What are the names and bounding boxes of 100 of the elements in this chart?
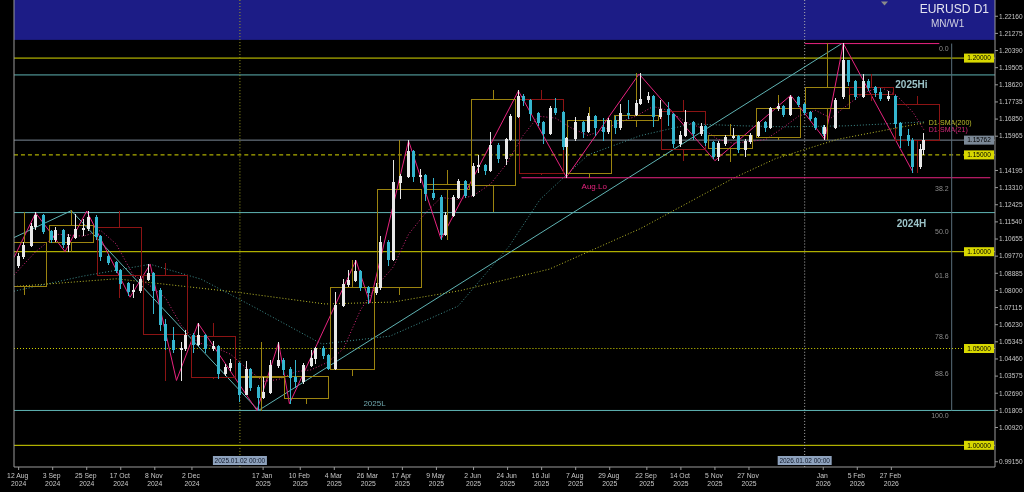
candlestick [607, 117, 610, 135]
candlestick [777, 103, 780, 111]
annotation: Aug.Lo [581, 181, 608, 191]
candlestick [562, 110, 565, 150]
candlestick [659, 100, 662, 119]
candlestick [238, 361, 241, 403]
candlestick [159, 287, 162, 331]
candlestick [517, 90, 520, 118]
candlestick [732, 128, 735, 139]
candlestick [484, 164, 487, 175]
candlestick [289, 367, 292, 405]
chart-title: EURUSD D1 [919, 2, 990, 16]
candlestick [842, 43, 845, 100]
candlestick [614, 115, 617, 135]
candlestick [152, 272, 155, 315]
candlestick [419, 168, 422, 184]
candlestick [744, 138, 747, 158]
candlestick [17, 253, 20, 268]
candlestick [587, 112, 590, 134]
candlestick [245, 360, 248, 396]
annotation: 2025Hi [895, 79, 928, 91]
candlestick [204, 334, 207, 353]
candlestick [789, 94, 792, 116]
candlestick [700, 123, 703, 137]
candlestick [444, 212, 447, 236]
candlestick [50, 229, 53, 244]
candlestick [549, 105, 552, 136]
candlestick [412, 149, 415, 182]
candlestick [594, 114, 597, 137]
candlestick [862, 74, 865, 99]
candlestick [282, 357, 285, 376]
candlestick [887, 91, 890, 102]
candlestick [327, 353, 330, 371]
candlestick [489, 132, 492, 172]
candlestick [708, 124, 753, 162]
candlestick [127, 282, 130, 296]
candlestick [432, 177, 435, 200]
candlestick [667, 102, 670, 127]
candlestick [359, 269, 362, 291]
candlestick [472, 163, 475, 198]
candlestick [749, 133, 752, 144]
candlestick [452, 195, 455, 218]
candlestick [212, 341, 215, 351]
candlestick [192, 333, 195, 353]
candlestick [814, 116, 817, 131]
candlestick [310, 349, 313, 368]
candlestick [692, 121, 695, 140]
candlestick [224, 364, 227, 377]
annotation: 2024H [896, 218, 927, 230]
candlestick [769, 106, 772, 130]
candlestick [354, 259, 357, 283]
candlestick [567, 106, 612, 178]
candlestick [262, 377, 265, 400]
candlestick [867, 78, 870, 92]
candlestick [367, 286, 370, 304]
candlestick [847, 59, 850, 86]
candlestick [139, 276, 142, 293]
candlestick [407, 140, 410, 178]
candlestick [647, 92, 650, 104]
candlestick [672, 112, 675, 148]
candlestick [899, 122, 902, 148]
candlestick [191, 322, 236, 380]
candlestick [257, 384, 260, 411]
candlestick [477, 155, 480, 173]
candlestick [522, 94, 525, 107]
candlestick [49, 209, 94, 252]
candlestick [582, 120, 585, 138]
candlestick [342, 279, 345, 308]
candlestick [679, 131, 682, 147]
candlestick [269, 359, 272, 394]
candlestick [314, 347, 317, 365]
candlestick [147, 263, 150, 282]
candlestick [54, 227, 57, 242]
candlestick [457, 178, 460, 199]
candlestick [334, 291, 337, 371]
candlestick [764, 121, 767, 133]
candlestick [537, 111, 540, 127]
candlestick [322, 346, 325, 359]
candlestick [132, 284, 135, 298]
candlestick [627, 100, 630, 119]
candlestick [874, 85, 877, 98]
candlestick [757, 120, 760, 137]
candlestick [497, 142, 500, 164]
candlestick [756, 94, 801, 140]
candlestick [661, 100, 706, 162]
candlestick [894, 95, 897, 129]
candlestick [652, 95, 655, 128]
candlestick [704, 125, 707, 146]
candlestick [377, 140, 422, 295]
candlestick [440, 195, 443, 240]
candlestick [574, 116, 577, 141]
candlestick [347, 269, 350, 288]
candlestick [809, 110, 812, 121]
candlestick [879, 87, 882, 102]
candlestick [82, 219, 85, 236]
candlestick [387, 239, 390, 266]
candlestick [542, 121, 545, 144]
candlestick [399, 173, 402, 199]
candlestick [87, 210, 90, 231]
candlestick [22, 242, 25, 259]
